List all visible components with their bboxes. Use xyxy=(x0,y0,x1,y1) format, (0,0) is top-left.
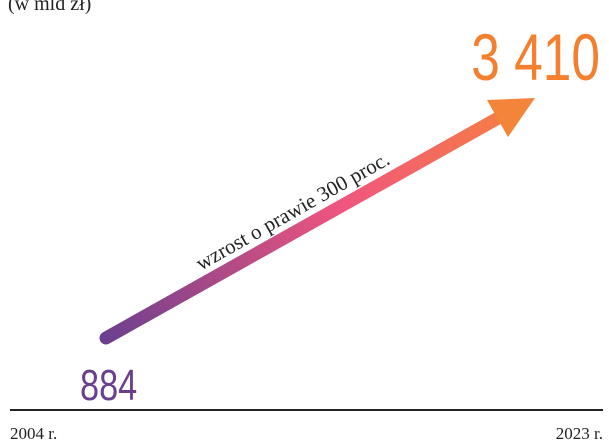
subtitle: (w mld zł) xyxy=(8,0,91,15)
end-year: 2023 r. xyxy=(556,424,603,443)
start-value: 884 xyxy=(80,361,137,410)
arrow-shaft xyxy=(99,110,507,345)
end-value: 3 410 xyxy=(471,20,600,95)
annotation: wzrost o prawie 300 proc. xyxy=(191,147,393,276)
arrow-head xyxy=(487,98,535,137)
start-year: 2004 r. xyxy=(10,424,57,443)
